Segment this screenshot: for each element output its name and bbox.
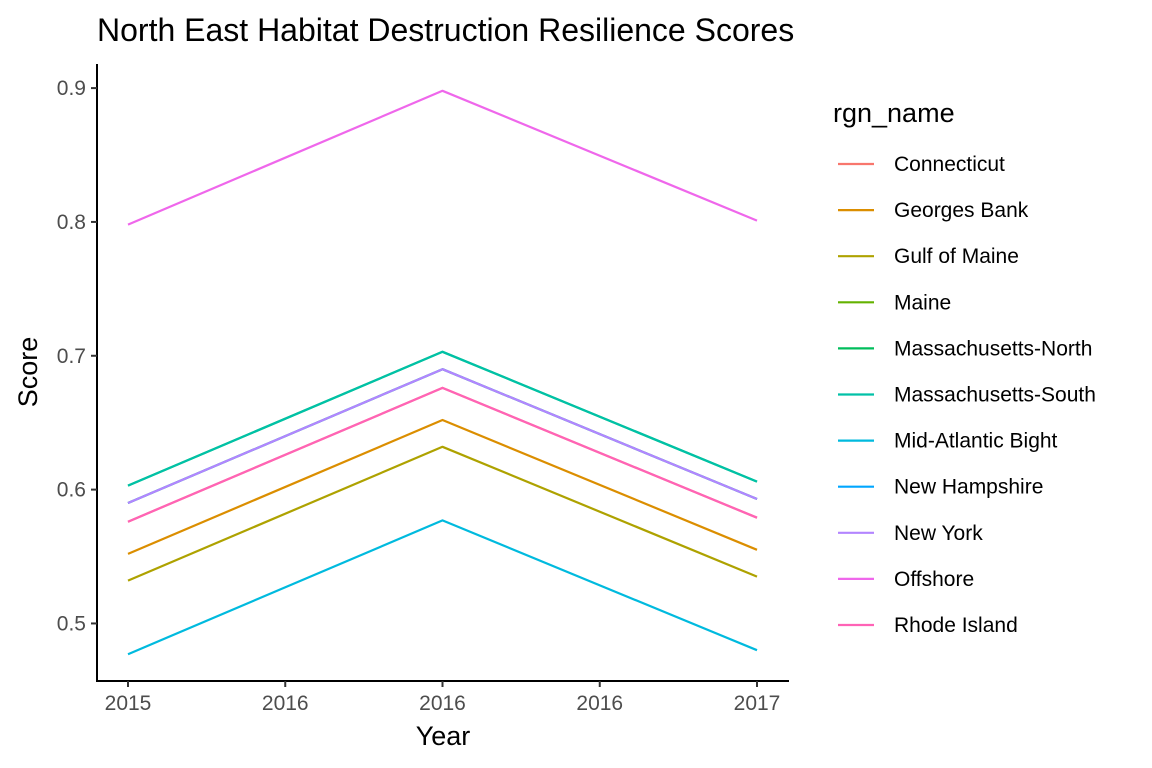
legend-item-rhode-island: Rhode Island [838,614,1018,637]
legend-item-connecticut: Connecticut [838,153,1005,176]
legend-item-georges-bank: Georges Bank [838,199,1029,222]
x-tick-label: 2016 [419,692,466,715]
legend-label: Georges Bank [894,199,1029,222]
legend-label: Maine [894,291,951,314]
x-axis-title: Year [416,721,471,751]
y-tick-label: 0.8 [57,211,86,234]
legend-item-massachusetts-north: Massachusetts-North [838,337,1092,360]
legend-label: New York [894,522,983,545]
x-axis-ticks: 2015 2016 2016 2016 2017 [105,681,781,715]
x-tick-label: 2015 [105,692,152,715]
legend-label: New Hampshire [894,476,1043,499]
legend-item-massachusetts-south: Massachusetts-South [838,384,1096,407]
plot-area: 0.5 0.6 0.7 0.8 0.9 2015 2016 2016 2016 2017 [57,64,789,715]
y-tick-label: 0.6 [57,479,86,502]
legend-label: Massachusetts-North [894,337,1092,360]
x-tick-label: 2016 [262,692,309,715]
legend-label: Mid-Atlantic Bight [894,430,1058,453]
series-line-massachusetts-south [127,350,758,487]
legend: rgn_name Connecticut Georges Bank Gulf of … [833,98,1096,637]
series-line-georges-bank [127,418,758,555]
series-line-massachusetts-north [127,350,758,487]
legend-item-maine: Maine [838,291,951,314]
legend-label: Offshore [894,568,974,591]
y-tick-label: 0.5 [57,612,86,635]
legend-label: Gulf of Maine [894,245,1019,268]
y-axis-ticks: 0.5 0.6 0.7 0.8 0.9 [57,77,97,635]
legend-item-new-york: New York [838,522,983,545]
series-line-new-hampshire [127,368,758,505]
series-line-rhode-island [127,386,758,523]
legend-item-mid-atlantic-bight: Mid-Atlantic Bight [838,430,1058,453]
series-line-gulf-of-maine [127,445,758,582]
legend-label: Massachusetts-South [894,384,1096,407]
x-tick-label: 2017 [734,692,781,715]
series-line-connecticut [127,386,758,523]
series-line-new-york [127,368,758,505]
series-line-offshore [127,89,758,226]
series-line-mid-atlantic-bight [127,519,758,656]
legend-item-gulf-of-maine: Gulf of Maine [838,245,1019,268]
chart-title: North East Habitat Destruction Resilienc… [97,12,794,48]
x-tick-label: 2016 [576,692,623,715]
y-tick-label: 0.7 [57,345,86,368]
legend-item-new-hampshire: New Hampshire [838,476,1043,499]
y-tick-label: 0.9 [57,77,86,100]
legend-items: Connecticut Georges Bank Gulf of Maine Main… [838,153,1096,637]
legend-title: rgn_name [833,98,955,128]
legend-label: Connecticut [894,153,1005,176]
y-axis-title: Score [13,337,43,408]
legend-item-offshore: Offshore [838,568,974,591]
legend-label: Rhode Island [894,614,1018,637]
series-line-maine [127,368,758,505]
series-lines [127,89,758,656]
